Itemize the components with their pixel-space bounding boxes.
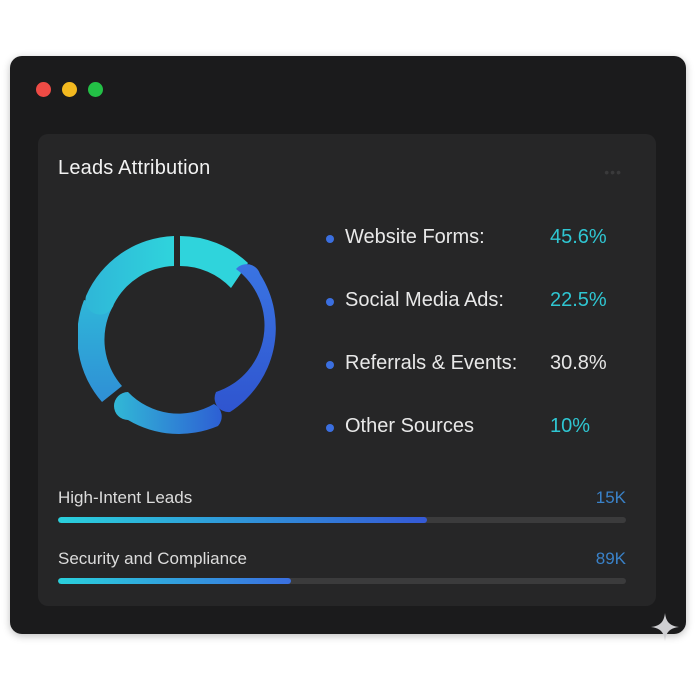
legend-value: 30.8%	[550, 352, 607, 374]
legend-item-other-sources: Other Sources 10%	[326, 415, 636, 478]
progress-fill	[58, 578, 291, 584]
donut-segment-referrals-events	[214, 264, 276, 413]
app-window: Leads Attribution •••	[10, 56, 686, 634]
legend-label: Social Media Ads:	[345, 289, 504, 311]
metric-label: Security and Compliance	[58, 549, 247, 568]
legend-value: 22.5%	[550, 289, 607, 311]
donut-segment-website-forms	[180, 236, 248, 288]
metric-label: High-Intent Leads	[58, 488, 193, 507]
progress-track	[58, 517, 626, 523]
legend-item-social-media-ads: Social Media Ads: 22.5%	[326, 289, 636, 352]
legend-label: Referrals & Events:	[345, 352, 518, 374]
maximize-window-button[interactable]	[88, 82, 103, 97]
metric-value: 15K	[595, 488, 626, 507]
card-title: Leads Attribution	[58, 157, 211, 179]
donut-segment-upper-left	[85, 236, 174, 315]
metric-value: 89K	[595, 549, 626, 568]
donut-chart	[78, 236, 276, 434]
attribution-legend: Website Forms: 45.6% Social Media Ads: 2…	[326, 226, 636, 478]
sparkle-icon	[651, 613, 679, 641]
legend-label: Website Forms:	[345, 226, 485, 248]
donut-segment-social-media-ads	[114, 392, 222, 434]
legend-dot-icon	[326, 235, 334, 243]
progress-track	[58, 578, 626, 584]
donut-segment-other-sources	[78, 300, 122, 402]
close-window-button[interactable]	[36, 82, 51, 97]
legend-dot-icon	[326, 424, 334, 432]
more-options-icon[interactable]: •••	[604, 164, 622, 180]
legend-dot-icon	[326, 361, 334, 369]
legend-item-website-forms: Website Forms: 45.6%	[326, 226, 636, 289]
legend-label: Other Sources	[345, 415, 474, 437]
legend-item-referrals-events: Referrals & Events: 30.8%	[326, 352, 636, 415]
legend-dot-icon	[326, 298, 334, 306]
leads-attribution-card: Leads Attribution •••	[38, 134, 656, 606]
legend-value: 10%	[550, 415, 591, 437]
progress-fill	[58, 517, 428, 523]
legend-value: 45.6%	[550, 226, 607, 248]
minimize-window-button[interactable]	[62, 82, 77, 97]
